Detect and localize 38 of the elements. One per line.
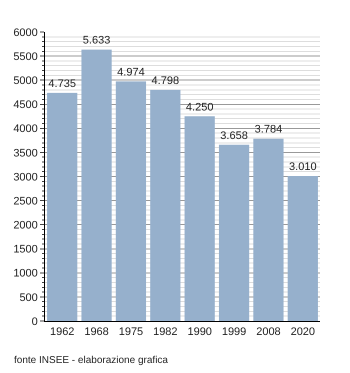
y-tick-label: 500 — [19, 292, 38, 304]
bar — [150, 90, 180, 321]
y-tick-label: 2500 — [13, 195, 38, 208]
x-tick-label: 1990 — [187, 326, 212, 338]
data-label: 3.784 — [254, 124, 282, 136]
y-tick-label: 6000 — [13, 26, 38, 39]
x-tick-label: 1999 — [222, 326, 246, 338]
bar — [218, 144, 250, 321]
source-note: fonte INSEE - elaborazione grafica — [14, 355, 168, 366]
data-label: 3.010 — [289, 161, 317, 174]
data-label: 4.974 — [117, 66, 145, 78]
bar — [81, 50, 112, 321]
data-label: 5.633 — [82, 34, 110, 47]
y-tick-label: 1000 — [13, 268, 38, 280]
y-tick-label: 0 — [32, 316, 38, 328]
bar — [288, 176, 318, 321]
y-tick-label: 1500 — [13, 244, 38, 256]
bar — [184, 116, 215, 321]
bar — [253, 138, 284, 321]
y-tick-label: 3500 — [13, 147, 38, 160]
y-tick-label: 2000 — [13, 220, 38, 232]
y-tick-label: 4000 — [13, 123, 38, 136]
data-label: 4.250 — [186, 101, 214, 114]
x-tick-label: 2020 — [290, 326, 316, 338]
y-tick-label: 5000 — [13, 75, 38, 88]
y-tick-label: 4500 — [13, 99, 38, 112]
y-tick-label: 3000 — [13, 171, 38, 184]
data-label: 3.658 — [220, 130, 248, 142]
data-label: 4.735 — [48, 78, 76, 90]
x-tick-label: 1962 — [50, 326, 74, 338]
x-tick-label: 2008 — [256, 326, 281, 338]
data-label: 4.798 — [152, 74, 180, 87]
bar — [47, 92, 78, 321]
x-tick-label: 1975 — [118, 326, 144, 338]
x-tick-label: 1982 — [153, 326, 178, 338]
bar — [116, 81, 146, 321]
y-tick-label: 5500 — [13, 50, 38, 63]
x-tick-label: 1968 — [84, 326, 109, 338]
